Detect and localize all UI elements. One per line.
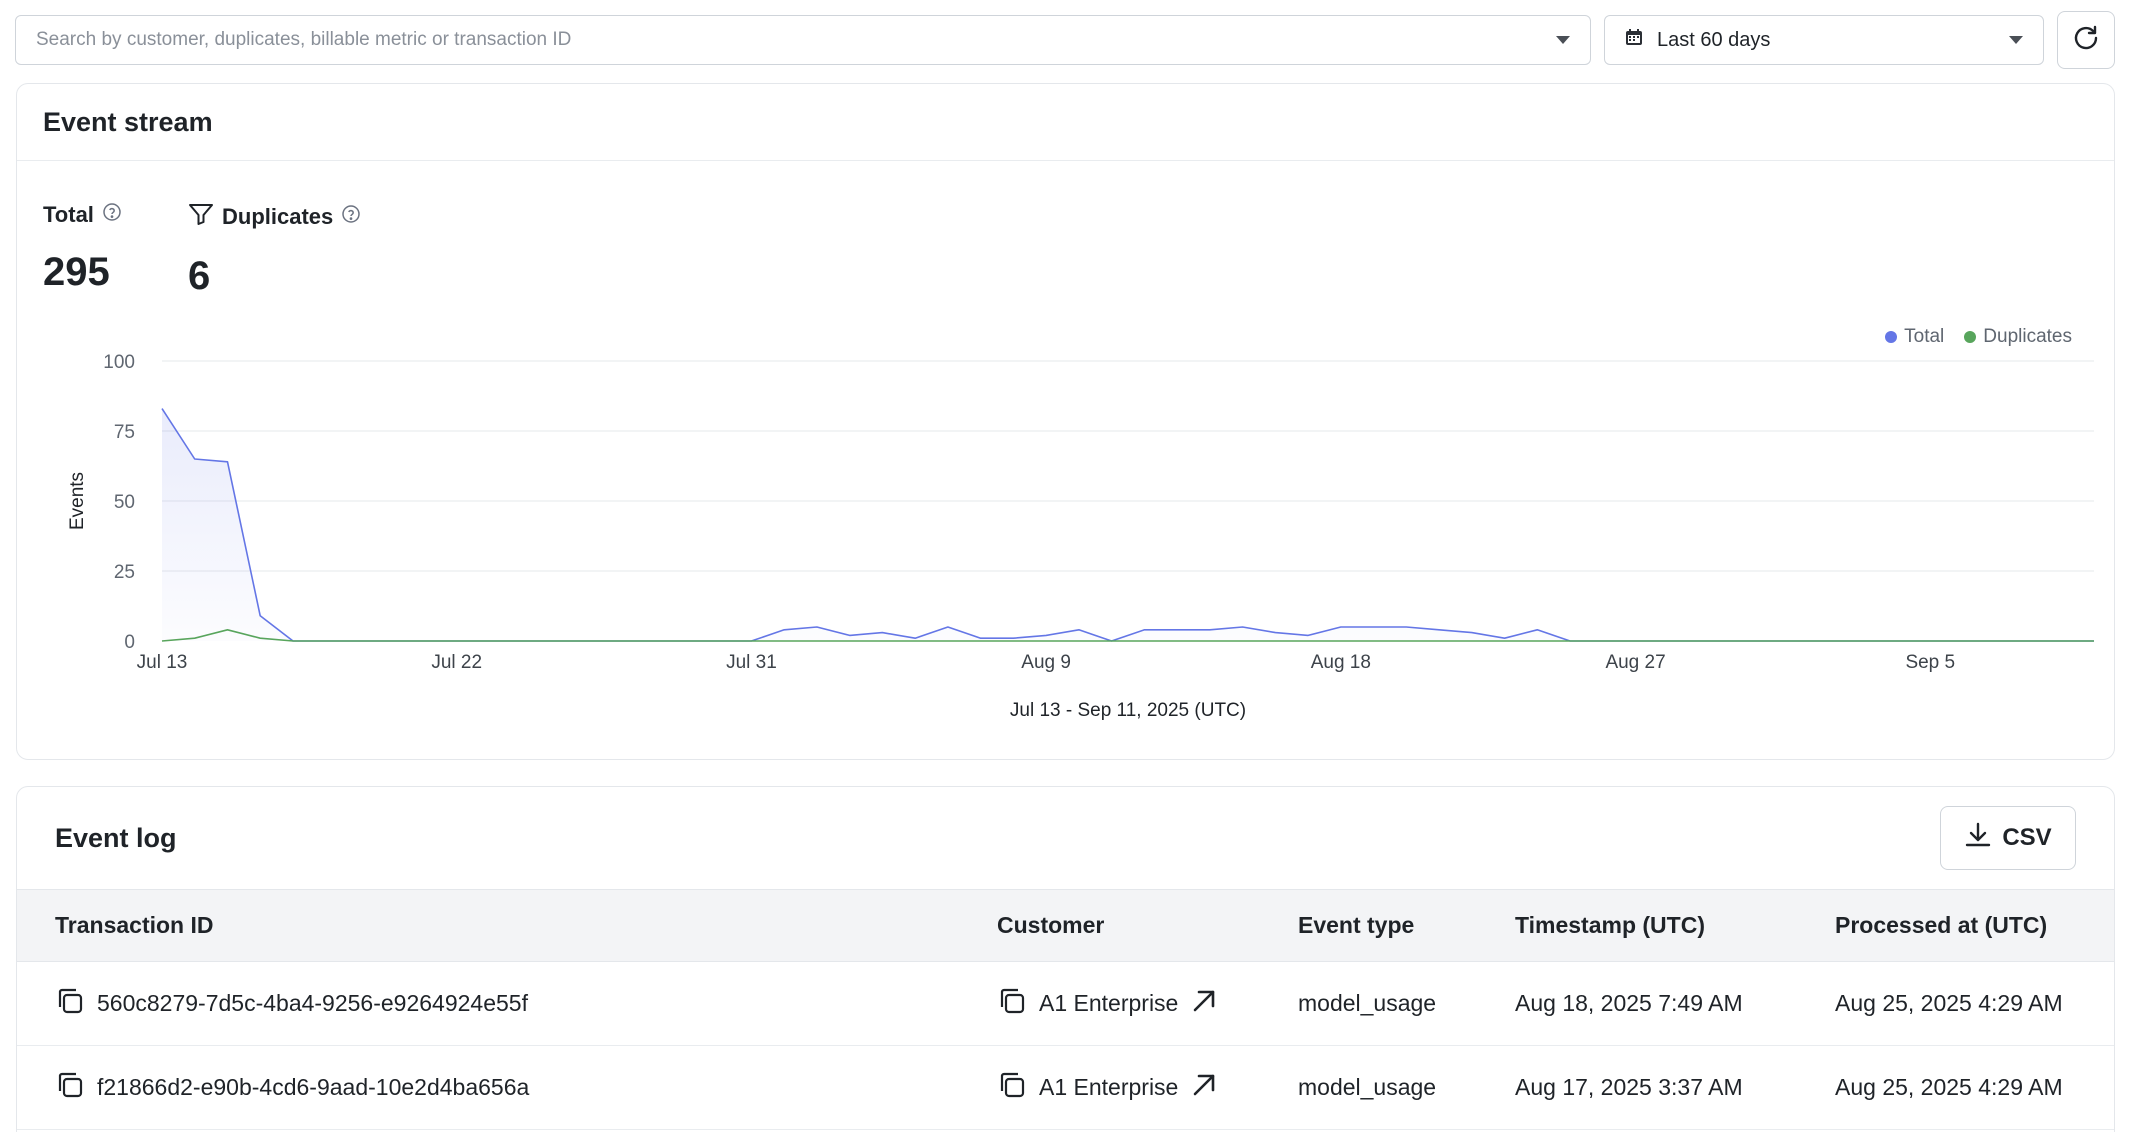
event-log-card: Event log CSV Transaction ID Customer Ev… <box>16 786 2115 1132</box>
duplicates-value: 6 <box>188 254 211 298</box>
customer-name: A1 Enterprise <box>1039 1074 1179 1100</box>
x-tick-label: Aug 27 <box>1605 652 1665 673</box>
external-link-icon[interactable] <box>1190 1071 1218 1105</box>
duplicates-label: Duplicates <box>222 204 334 229</box>
transaction-id: f21866d2-e90b-4cd6-9aad-10e2d4ba656a <box>97 1074 530 1100</box>
processed-at: Aug 25, 2025 4:29 AM <box>1835 1074 2063 1100</box>
column-header[interactable]: Timestamp (UTC) <box>1515 912 1705 938</box>
total-series-area <box>162 408 2094 641</box>
duplicates-metric: Duplicates 6 <box>188 202 361 299</box>
legend-label: Total <box>1904 326 1945 347</box>
legend-item-duplicates[interactable]: Duplicates <box>1964 326 2072 348</box>
total-series-line <box>161 408 2094 642</box>
calendar-icon <box>1625 28 1643 52</box>
chevron-down-icon[interactable] <box>1556 36 1570 44</box>
table-row[interactable]: f21866d2-e90b-4cd6-9aad-10e2d4ba656a A1 … <box>17 1046 2114 1130</box>
y-tick-label: 25 <box>114 562 135 583</box>
table-row[interactable]: 560c8279-7d5c-4ba4-9256-e9264924e55f A1 … <box>17 962 2114 1046</box>
legend-label: Duplicates <box>1983 326 2072 347</box>
y-tick-label: 75 <box>114 422 135 443</box>
copy-icon[interactable] <box>55 986 85 1022</box>
csv-label: CSV <box>2002 824 2052 851</box>
event-type: model_usage <box>1298 1074 1437 1100</box>
copy-icon[interactable] <box>997 986 1027 1022</box>
legend-item-total[interactable]: Total <box>1885 326 1944 348</box>
search-input[interactable]: Search by customer, duplicates, billable… <box>15 15 1591 65</box>
x-tick-label: Aug 18 <box>1311 652 1371 673</box>
timestamp: Aug 18, 2025 7:49 AM <box>1515 990 1743 1016</box>
event-stream-title: Event stream <box>17 84 2114 161</box>
help-icon[interactable] <box>341 204 361 230</box>
x-tick-label: Jul 31 <box>726 652 777 673</box>
total-label: Total <box>43 202 94 227</box>
column-header[interactable]: Customer <box>997 912 1105 938</box>
x-tick-label: Jul 22 <box>431 652 482 673</box>
total-metric: Total 295 <box>43 202 122 295</box>
y-tick-label: 50 <box>114 492 135 513</box>
date-range-value: Last 60 days <box>1657 28 1771 51</box>
transaction-id: 560c8279-7d5c-4ba4-9256-e9264924e55f <box>97 990 528 1016</box>
x-tick-label: Jul 13 <box>137 652 188 673</box>
event-type: model_usage <box>1298 990 1437 1016</box>
legend-dot <box>1885 331 1898 343</box>
column-header[interactable]: Event type <box>1298 912 1415 938</box>
column-header[interactable]: Processed at (UTC) <box>1835 912 2048 938</box>
y-tick-label: 100 <box>103 352 135 373</box>
customer-name: A1 Enterprise <box>1039 990 1179 1016</box>
duplicates-series-line <box>161 629 2094 642</box>
timestamp: Aug 17, 2025 3:37 AM <box>1515 1074 1743 1100</box>
legend-dot <box>1964 331 1977 343</box>
y-axis-label: Events <box>67 472 88 530</box>
event-stream-chart: 0 25 50 75 100 Events Jul 13 Jul 22 Jul 31 Aug 9 A… <box>67 352 2094 721</box>
refresh-button[interactable] <box>2057 11 2115 69</box>
help-icon[interactable] <box>102 202 122 228</box>
copy-icon[interactable] <box>55 1070 85 1106</box>
column-header[interactable]: Transaction ID <box>55 912 214 938</box>
x-tick-label: Aug 9 <box>1021 652 1071 673</box>
refresh-icon <box>2071 23 2101 58</box>
y-tick-label: 0 <box>124 632 135 653</box>
download-icon <box>1964 821 1992 856</box>
total-value: 295 <box>43 250 110 294</box>
filter-icon <box>188 202 214 232</box>
date-range-select[interactable]: Last 60 days <box>1604 15 2044 65</box>
external-link-icon[interactable] <box>1190 987 1218 1021</box>
event-stream-card: Event stream Total 295 Duplicates 6 Tota… <box>16 83 2115 760</box>
event-log-table: Transaction ID Customer Event type Times… <box>17 889 2114 1130</box>
copy-icon[interactable] <box>997 1070 1027 1106</box>
x-axis-label: Jul 13 - Sep 11, 2025 (UTC) <box>1010 700 1246 721</box>
table-header-row: Transaction ID Customer Event type Times… <box>17 889 2114 962</box>
processed-at: Aug 25, 2025 4:29 AM <box>1835 990 2063 1016</box>
search-placeholder: Search by customer, duplicates, billable… <box>36 29 572 50</box>
chart-legend: Total Duplicates <box>1885 326 2072 348</box>
chevron-down-icon <box>2009 36 2023 44</box>
event-log-title: Event log <box>55 822 177 853</box>
export-csv-button[interactable]: CSV <box>1940 806 2076 870</box>
x-tick-label: Sep 5 <box>1905 652 1955 673</box>
